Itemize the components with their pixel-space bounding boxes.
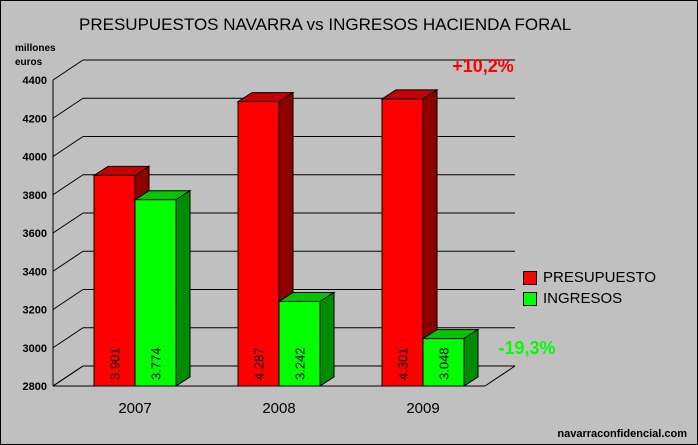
gridline-side [53, 60, 83, 80]
chart-legend: PRESUPUESTO INGRESOS [523, 267, 656, 309]
gridline-side [53, 137, 83, 157]
gridline-side [53, 328, 83, 348]
data-label: 3.048 [437, 347, 452, 380]
floor-right-edge [485, 366, 515, 386]
gridline-side [53, 98, 83, 118]
y-tick-label: 4000 [23, 152, 47, 164]
gridline-side [53, 251, 83, 271]
x-tick-label: 2008 [262, 400, 295, 417]
legend-swatch-presupuesto [523, 271, 537, 285]
data-label: 3.774 [149, 347, 164, 380]
gridline-side [53, 290, 83, 310]
bar [382, 99, 423, 386]
legend-label-presupuesto: PRESUPUESTO [543, 269, 656, 286]
legend-item-ingresos: INGRESOS [523, 288, 656, 309]
floor-left-edge [53, 366, 83, 386]
data-label: 3.242 [293, 347, 308, 380]
legend-item-presupuesto: PRESUPUESTO [523, 267, 656, 288]
y-tick-label: 2800 [23, 381, 47, 393]
change-annotation: -19,3% [498, 338, 555, 358]
legend-swatch-ingresos [523, 292, 537, 306]
y-tick-label: 3000 [23, 343, 47, 355]
y-tick-label: 4200 [23, 113, 47, 125]
x-tick-label: 2007 [118, 400, 151, 417]
change-annotation: +10,2% [452, 56, 514, 76]
data-label: 4.287 [252, 347, 267, 380]
y-tick-label: 3200 [23, 305, 47, 317]
bar-side [320, 292, 334, 386]
y-tick-label: 3800 [23, 190, 47, 202]
gridline-side [53, 175, 83, 195]
data-label: 3.901 [108, 347, 123, 380]
y-tick-label: 3600 [23, 228, 47, 240]
bar-side [176, 191, 190, 386]
bar [238, 102, 279, 386]
bar-side [464, 330, 478, 386]
y-tick-label: 3400 [23, 266, 47, 278]
x-tick-label: 2009 [406, 400, 439, 417]
data-label: 4.301 [396, 347, 411, 380]
legend-label-ingresos: INGRESOS [543, 290, 622, 307]
y-tick-label: 4400 [23, 75, 47, 87]
gridline-side [53, 213, 83, 233]
source-credit: navarraconfidencial.com [557, 428, 687, 440]
